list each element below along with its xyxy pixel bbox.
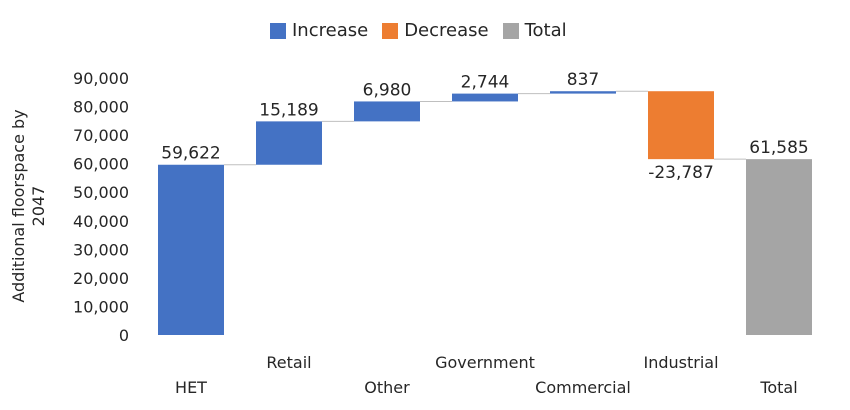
y-tick-label: 50,000 bbox=[73, 183, 129, 202]
x-tick-label-het: HET bbox=[175, 378, 207, 397]
bar-government bbox=[452, 93, 518, 102]
x-tick-label-government: Government bbox=[435, 353, 535, 372]
y-tick-label: 30,000 bbox=[73, 240, 129, 259]
data-label-commercial: 837 bbox=[567, 70, 599, 90]
x-tick-label-other: Other bbox=[364, 378, 410, 397]
legend-label-increase: Increase bbox=[292, 20, 369, 41]
x-tick-label-industrial: Industrial bbox=[643, 353, 718, 372]
bar-industrial bbox=[648, 91, 714, 160]
x-tick-label-retail: Retail bbox=[266, 353, 311, 372]
bar-other bbox=[354, 101, 420, 122]
y-tick-label: 10,000 bbox=[73, 297, 129, 316]
chart-legend: Increase Decrease Total bbox=[270, 20, 567, 41]
y-tick-label: 70,000 bbox=[73, 126, 129, 145]
y-axis-label-line: 2047 bbox=[29, 186, 48, 227]
legend-label-total: Total bbox=[524, 20, 567, 41]
data-label-retail: 15,189 bbox=[259, 100, 318, 120]
y-tick-label: 80,000 bbox=[73, 98, 129, 117]
y-tick-label: 60,000 bbox=[73, 155, 129, 174]
y-tick-label: 90,000 bbox=[73, 69, 129, 88]
legend-swatch-total bbox=[502, 22, 519, 39]
bar-total bbox=[746, 159, 812, 335]
x-tick-label-total: Total bbox=[759, 378, 797, 397]
data-label-industrial: -23,787 bbox=[648, 163, 714, 183]
data-label-het: 59,622 bbox=[161, 144, 220, 164]
data-label-government: 2,744 bbox=[461, 73, 510, 93]
y-axis-title: Additional floorspace by2047 bbox=[9, 109, 48, 302]
data-label-total: 61,585 bbox=[749, 138, 808, 158]
legend-item-decrease: Decrease bbox=[382, 20, 489, 41]
legend-item-increase: Increase bbox=[270, 20, 368, 41]
y-axis-label: Additional floorspace by2047 bbox=[9, 109, 48, 302]
bar-het bbox=[158, 164, 224, 335]
y-tick-label: 0 bbox=[119, 326, 129, 345]
legend-swatch-increase bbox=[270, 22, 286, 39]
bars bbox=[158, 91, 812, 335]
y-tick-label: 20,000 bbox=[73, 269, 129, 288]
y-axis-label-line: Additional floorspace by bbox=[9, 109, 28, 302]
legend-item-total: Total bbox=[502, 20, 567, 41]
legend-label-decrease: Decrease bbox=[404, 20, 489, 41]
data-label-other: 6,980 bbox=[363, 80, 412, 100]
bar-retail bbox=[256, 121, 322, 165]
legend-swatch-decrease bbox=[382, 22, 399, 39]
bar-commercial bbox=[550, 91, 616, 94]
data-labels: 59,622 15,189 6,980 2,744 837 -23,787 61,585 bbox=[161, 70, 808, 183]
x-tick-label-commercial: Commercial bbox=[535, 378, 631, 397]
connector-lines bbox=[224, 90, 746, 166]
y-tick-label: 40,000 bbox=[73, 212, 129, 231]
y-axis-ticks: 0 10,000 20,000 30,000 40,000 50,000 60,000 70,… bbox=[73, 69, 129, 345]
